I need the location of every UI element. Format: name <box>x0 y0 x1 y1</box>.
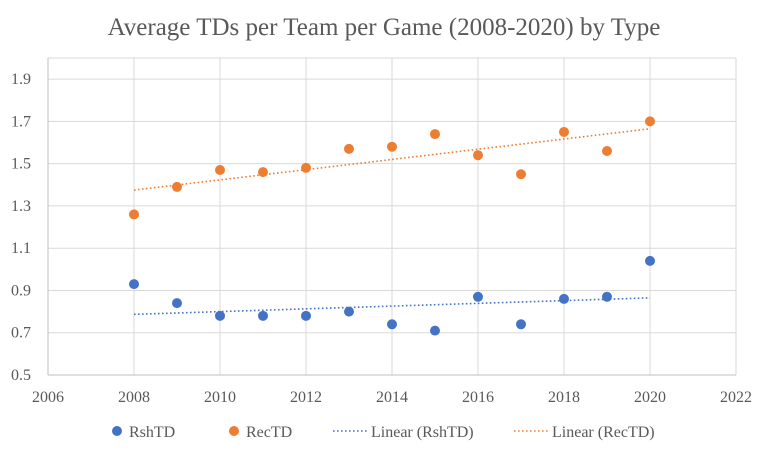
point-rshtd <box>172 298 182 309</box>
legend-label-linear-rshtd: Linear (RshTD) <box>371 424 474 441</box>
x-tick-label: 2022 <box>720 389 752 406</box>
point-rectd <box>559 126 569 137</box>
point-rshtd <box>215 310 225 321</box>
point-rshtd <box>129 279 139 290</box>
x-tick-label: 2010 <box>204 389 236 406</box>
trendline-linear-rectd <box>133 128 651 191</box>
point-rshtd <box>258 310 268 321</box>
trendlines <box>133 128 651 316</box>
point-rshtd <box>344 306 354 317</box>
point-rshtd <box>301 310 311 321</box>
x-tick-label: 2014 <box>376 389 408 406</box>
point-rectd <box>344 143 354 154</box>
legend-label-rshtd: RshTD <box>129 424 175 441</box>
y-tick-label: 1.1 <box>11 240 31 257</box>
axes: 2006 2008 2010 2012 2014 2016 2018 2020 2022 0.5 0… <box>11 58 752 406</box>
point-rectd <box>430 129 440 140</box>
y-tick-label: 1.5 <box>11 156 31 173</box>
legend-swatch-rshtd <box>112 426 122 436</box>
y-tick-label: 0.7 <box>11 325 31 342</box>
point-rshtd <box>516 319 526 330</box>
x-tick-label: 2012 <box>290 389 322 406</box>
y-tick-label: 1.7 <box>11 113 31 130</box>
y-tick-label: 1.9 <box>11 71 31 88</box>
point-rshtd <box>645 255 655 266</box>
legend-label-linear-rectd: Linear (RecTD) <box>552 424 655 441</box>
x-tick-label: 2018 <box>548 389 580 406</box>
point-rectd <box>645 116 655 127</box>
legend: RshTD RecTD Linear (RshTD) Linear (RecTD) <box>112 424 655 441</box>
point-rshtd <box>387 319 397 330</box>
y-tick-label: 1.3 <box>11 198 31 215</box>
chart-title: Average TDs per Team per Game (2008-2020… <box>108 14 661 41</box>
x-tick-label: 2006 <box>32 389 64 406</box>
x-tick-label: 2020 <box>634 389 666 406</box>
point-rectd <box>516 169 526 180</box>
x-tick-label: 2008 <box>118 389 150 406</box>
x-tick-label: 2016 <box>462 389 494 406</box>
grid <box>47 57 737 376</box>
point-rectd <box>301 162 311 173</box>
y-tick-label: 0.9 <box>11 282 31 299</box>
point-rectd <box>215 165 225 176</box>
legend-label-rectd: RecTD <box>246 424 292 441</box>
data-points <box>129 116 655 336</box>
point-rectd <box>602 145 612 156</box>
y-tick-label: 0.5 <box>11 367 31 384</box>
point-rshtd <box>430 325 440 336</box>
point-rectd <box>258 167 268 178</box>
point-rshtd <box>602 291 612 302</box>
point-rectd <box>473 150 483 161</box>
point-rshtd <box>559 293 569 304</box>
legend-swatch-rectd <box>229 426 239 436</box>
point-rshtd <box>473 291 483 302</box>
point-rectd <box>129 209 139 220</box>
point-rectd <box>387 141 397 152</box>
point-rectd <box>172 181 182 192</box>
